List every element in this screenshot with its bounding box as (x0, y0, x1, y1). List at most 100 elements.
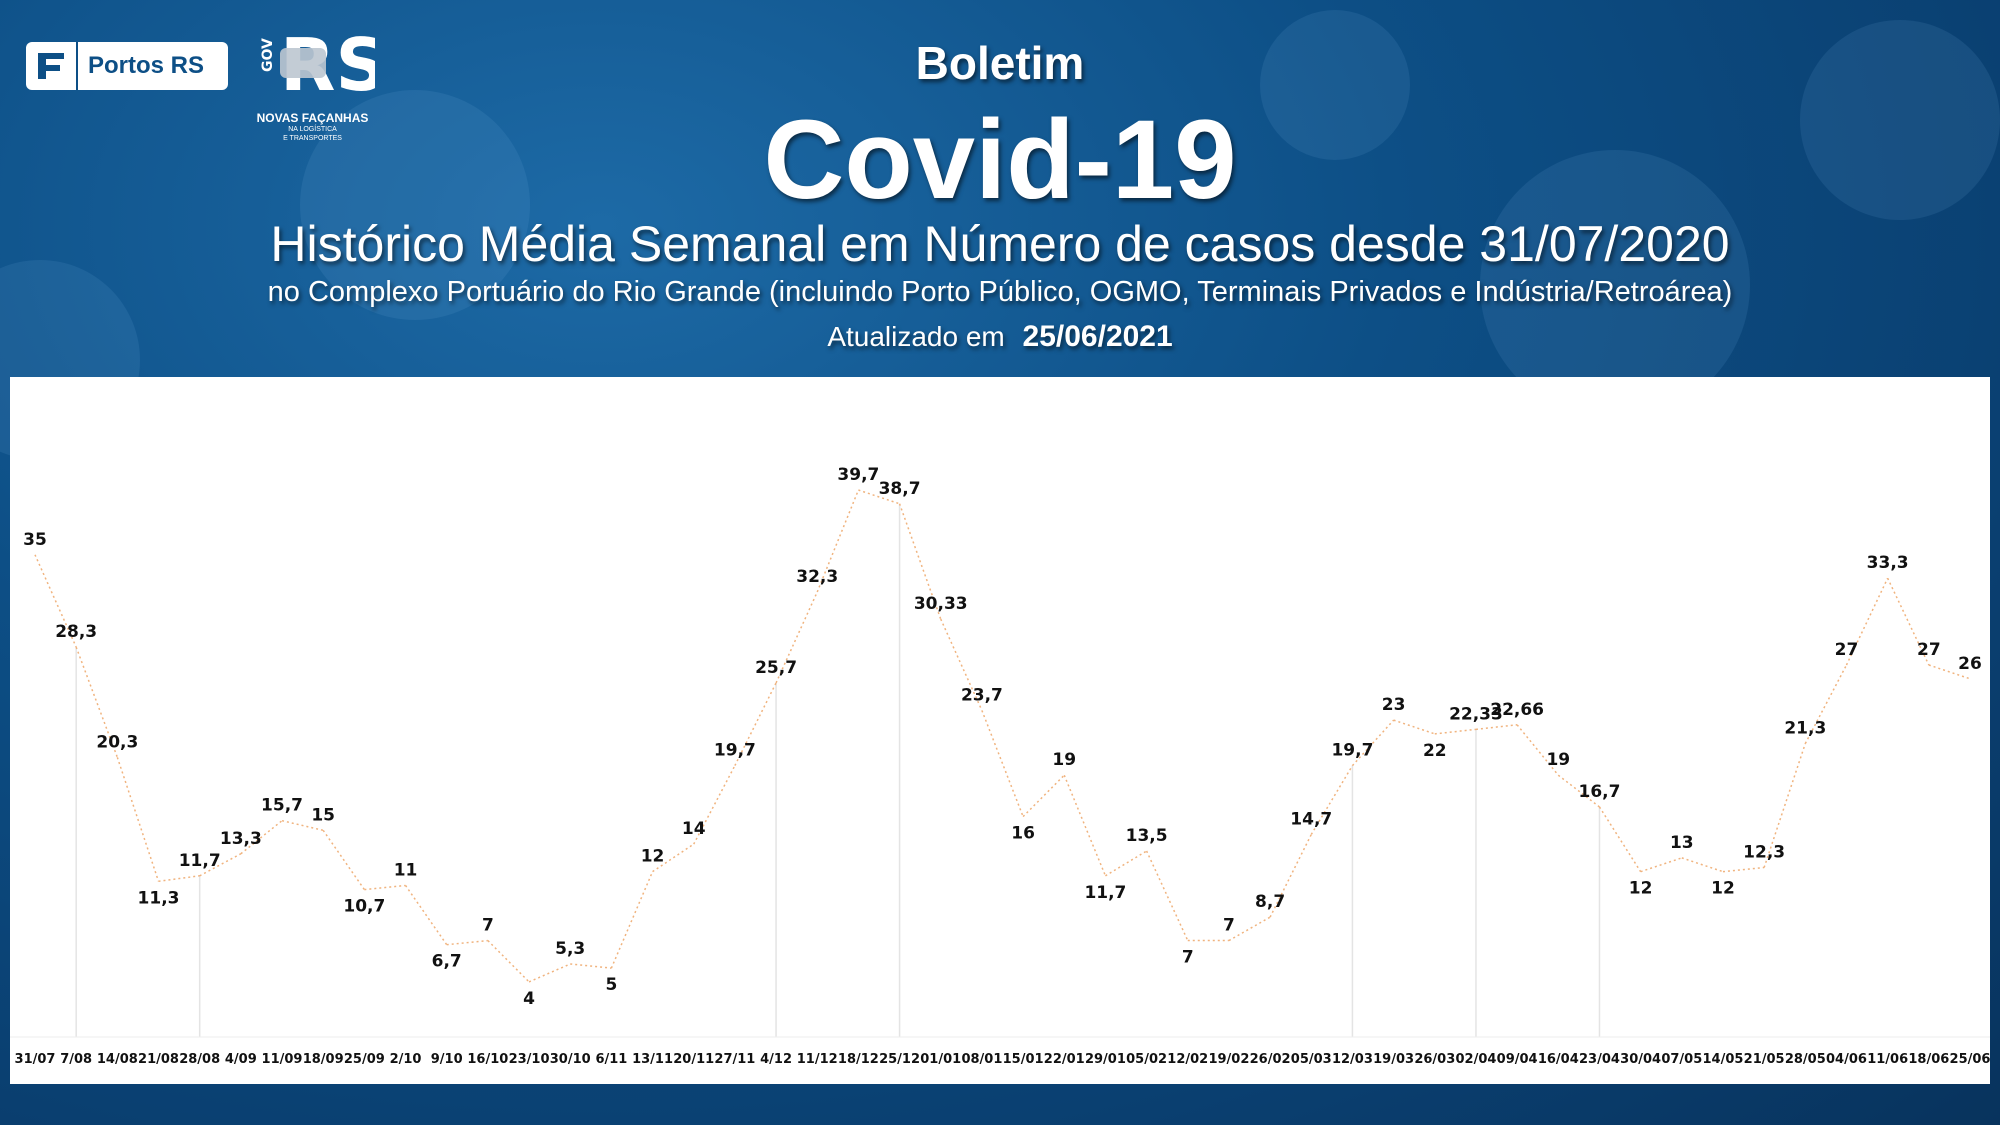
portos-logo-text: Portos RS (88, 52, 205, 79)
line-segment (734, 682, 777, 766)
vertical-markers (75, 503, 1601, 1037)
x-tick-label: 27/11 (714, 1052, 755, 1067)
x-tick-label: 31/07 (15, 1052, 56, 1067)
title-big: Covid-19 (763, 97, 1237, 222)
updated-date: 25/06/2021 (1022, 320, 1173, 353)
x-tick-label: 21/08 (138, 1052, 179, 1067)
line-segment (404, 885, 448, 946)
x-tick-label: 12/02 (1167, 1052, 1208, 1067)
gov-rs-slogan: NOVAS FAÇANHAS (256, 111, 369, 125)
data-label: 23 (1382, 695, 1406, 715)
x-tick-label: 05/03 (1291, 1052, 1332, 1067)
x-tick-label: 20/11 (673, 1052, 714, 1067)
line-segment (570, 963, 612, 969)
data-label: 22 (1423, 741, 1447, 761)
x-tick-label: 22/01 (1044, 1052, 1085, 1067)
x-tick-label: 09/04 (1497, 1052, 1538, 1067)
x-tick-label: 6/11 (595, 1052, 627, 1067)
gov-rs-sub2: E TRANSPORTES (283, 135, 342, 142)
line-segment (528, 963, 571, 983)
data-label: 19 (1052, 750, 1076, 770)
line-segment (898, 503, 942, 620)
line-segment (775, 591, 818, 684)
line-segment (1598, 806, 1642, 873)
updated-label: Atualizado em (827, 321, 1005, 352)
background-virus-shape (300, 90, 530, 320)
data-label: 5,3 (555, 939, 585, 959)
data-label: 11 (394, 860, 418, 880)
x-tick-label: 21/05 (1744, 1052, 1785, 1067)
data-label: 19 (1546, 750, 1570, 770)
x-tick-label: 9/10 (431, 1052, 463, 1067)
x-tick-label: 08/01 (961, 1052, 1002, 1067)
x-tick-label: 25/12 (879, 1052, 920, 1067)
line-segment (240, 820, 283, 855)
line-segment (446, 939, 488, 946)
data-label: 39,7 (837, 465, 879, 485)
data-label: 33,3 (1867, 553, 1909, 573)
data-label: 26 (1958, 654, 1982, 674)
data-label: 5 (605, 975, 617, 995)
line-segment (610, 871, 654, 969)
background-virus-shape (1480, 150, 1750, 420)
x-tick-label: 19/02 (1208, 1052, 1249, 1067)
data-label: 7 (1223, 916, 1235, 936)
x-tick-label: 18/09 (303, 1052, 344, 1067)
x-tick-label: 30/10 (550, 1052, 591, 1067)
line-segment (1393, 719, 1436, 735)
x-tick-label: 25/06 (1950, 1052, 1990, 1067)
line-segment (1681, 857, 1724, 873)
x-tick-label: 29/01 (1085, 1052, 1126, 1067)
bulletin-header: Portos RS GOV RS NOVAS FAÇANHAS NA LOGÍS… (0, 0, 2000, 375)
data-label: 32,3 (796, 567, 838, 587)
line-segment (1886, 577, 1930, 666)
x-tick-label: 11/12 (797, 1052, 838, 1067)
line-segment (1845, 577, 1889, 666)
line-segment (1928, 664, 1971, 680)
line-segment (1063, 774, 1107, 877)
x-tick-label: 25/09 (344, 1052, 385, 1067)
x-tick-label: 11/09 (262, 1052, 303, 1067)
line-segment (1763, 743, 1807, 868)
x-tick-label: 13/11 (632, 1052, 673, 1067)
line-segment (487, 940, 530, 983)
data-label: 15 (311, 805, 335, 825)
line-segment (1022, 774, 1065, 818)
x-tick-label: 05/02 (1126, 1052, 1167, 1067)
data-label: 11,3 (138, 888, 180, 908)
x-tick-label: 28/08 (179, 1052, 220, 1067)
x-tick-label: 02/04 (1455, 1052, 1496, 1067)
line-segment (1105, 850, 1147, 877)
data-label: 19,7 (714, 741, 756, 761)
x-tick-label: 26/03 (1414, 1052, 1455, 1067)
line-segment (858, 489, 900, 505)
data-label: 14 (682, 819, 706, 839)
data-label: 14,7 (1290, 809, 1332, 829)
data-label: 25,7 (755, 658, 797, 678)
line-segment (1557, 774, 1600, 808)
chart-panel: 35 28,3 20,3 11,3 11,7 13,3 15,7 15 10,7 11 6,7 7 4 5… (10, 377, 1990, 1084)
line-segment (1475, 724, 1518, 731)
line-segment (816, 489, 860, 593)
x-tick-label: 11/06 (1867, 1052, 1908, 1067)
line-segment (652, 843, 695, 873)
data-label: 4 (523, 989, 535, 1009)
data-label: 6,7 (432, 952, 462, 972)
x-tick-label: 01/01 (920, 1052, 961, 1067)
x-tick-label: 28/05 (1785, 1052, 1826, 1067)
x-tick-label: 15/01 (1003, 1052, 1044, 1067)
x-tick-label: 16/10 (467, 1052, 508, 1067)
line-segment (158, 875, 200, 883)
x-tick-label: 16/04 (1538, 1052, 1579, 1067)
data-label: 27 (1917, 640, 1941, 660)
line-segment (981, 710, 1024, 817)
line-segment (1640, 857, 1683, 873)
data-label: 7 (482, 916, 494, 936)
gov-rs-mark: GOV RS (260, 23, 387, 107)
data-label: 11,7 (179, 851, 221, 871)
x-tick-label: 4/09 (225, 1052, 257, 1067)
data-label: 22,66 (1490, 700, 1544, 720)
line-segment (116, 757, 160, 882)
data-label: 11,7 (1084, 883, 1126, 903)
